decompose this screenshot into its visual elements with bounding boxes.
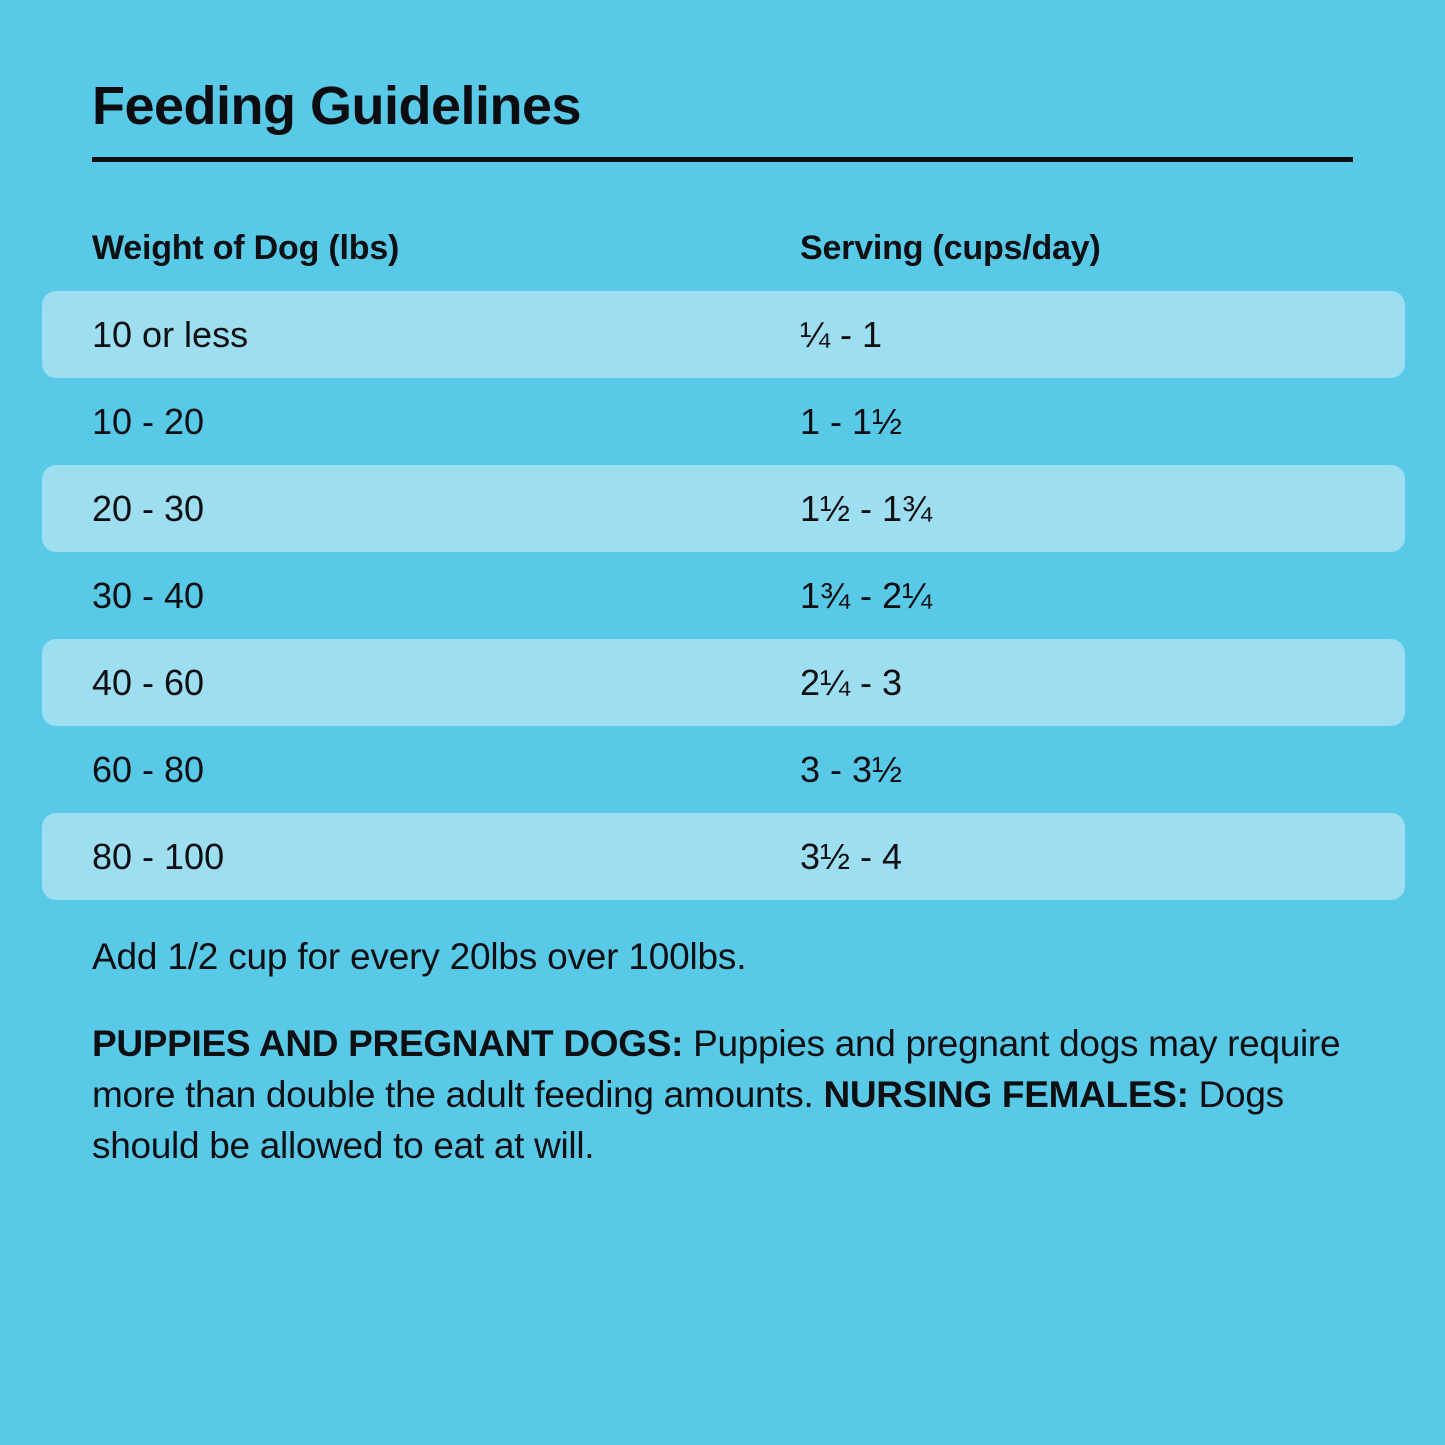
cell-weight: 10 - 20 xyxy=(92,400,205,442)
cell-weight: 20 - 30 xyxy=(92,487,205,529)
cell-serving: ¼ - 1 xyxy=(800,313,883,355)
note-nursing-text: Dogs should be allowed to eat at will. xyxy=(92,1074,1284,1166)
cell-serving: 1¾ - 2¼ xyxy=(800,574,933,616)
note-nursing-label: NURSING FEMALES: xyxy=(823,1074,1189,1115)
title-block: Feeding Guidelines xyxy=(92,78,1353,162)
cell-serving: 2¼ - 3 xyxy=(800,661,903,703)
cell-serving: 3 - 3½ xyxy=(800,748,903,790)
table-row: 30 - 40 1¾ - 2¼ xyxy=(42,552,1405,639)
title-divider xyxy=(92,156,1353,162)
table-row: 60 - 80 3 - 3½ xyxy=(42,726,1405,813)
cell-weight: 40 - 60 xyxy=(92,661,205,703)
cell-weight: 10 or less xyxy=(92,313,249,355)
note-special-feeding: PUPPIES AND PREGNANT DOGS: Puppies and p… xyxy=(92,1018,1382,1171)
table-row: 80 - 100 3½ - 4 xyxy=(42,813,1405,900)
page-title: Feeding Guidelines xyxy=(92,76,582,136)
cell-weight: 30 - 40 xyxy=(92,574,205,616)
note-puppies-text: Puppies and pregnant dogs may require mo… xyxy=(92,1023,1341,1115)
table-row: 20 - 30 1½ - 1¾ xyxy=(42,465,1405,552)
cell-serving: 3½ - 4 xyxy=(800,835,903,877)
note-puppies-label: PUPPIES AND PREGNANT DOGS: xyxy=(92,1023,684,1064)
table-row: 10 - 20 1 - 1½ xyxy=(42,378,1405,465)
table-header-row: Weight of Dog (lbs) Serving (cups/day) xyxy=(42,205,1405,291)
cell-serving: 1 - 1½ xyxy=(800,400,903,442)
note-add-cup: Add 1/2 cup for every 20lbs over 100lbs. xyxy=(92,936,747,977)
table-row: 40 - 60 2¼ - 3 xyxy=(42,639,1405,726)
cell-weight: 80 - 100 xyxy=(92,835,225,877)
column-header-weight: Weight of Dog (lbs) xyxy=(92,228,400,267)
table-row: 10 or less ¼ - 1 xyxy=(42,291,1405,378)
feeding-table: Weight of Dog (lbs) Serving (cups/day) 1… xyxy=(42,205,1405,900)
column-header-serving: Serving (cups/day) xyxy=(800,228,1101,267)
cell-weight: 60 - 80 xyxy=(92,748,205,790)
cell-serving: 1½ - 1¾ xyxy=(800,487,933,529)
